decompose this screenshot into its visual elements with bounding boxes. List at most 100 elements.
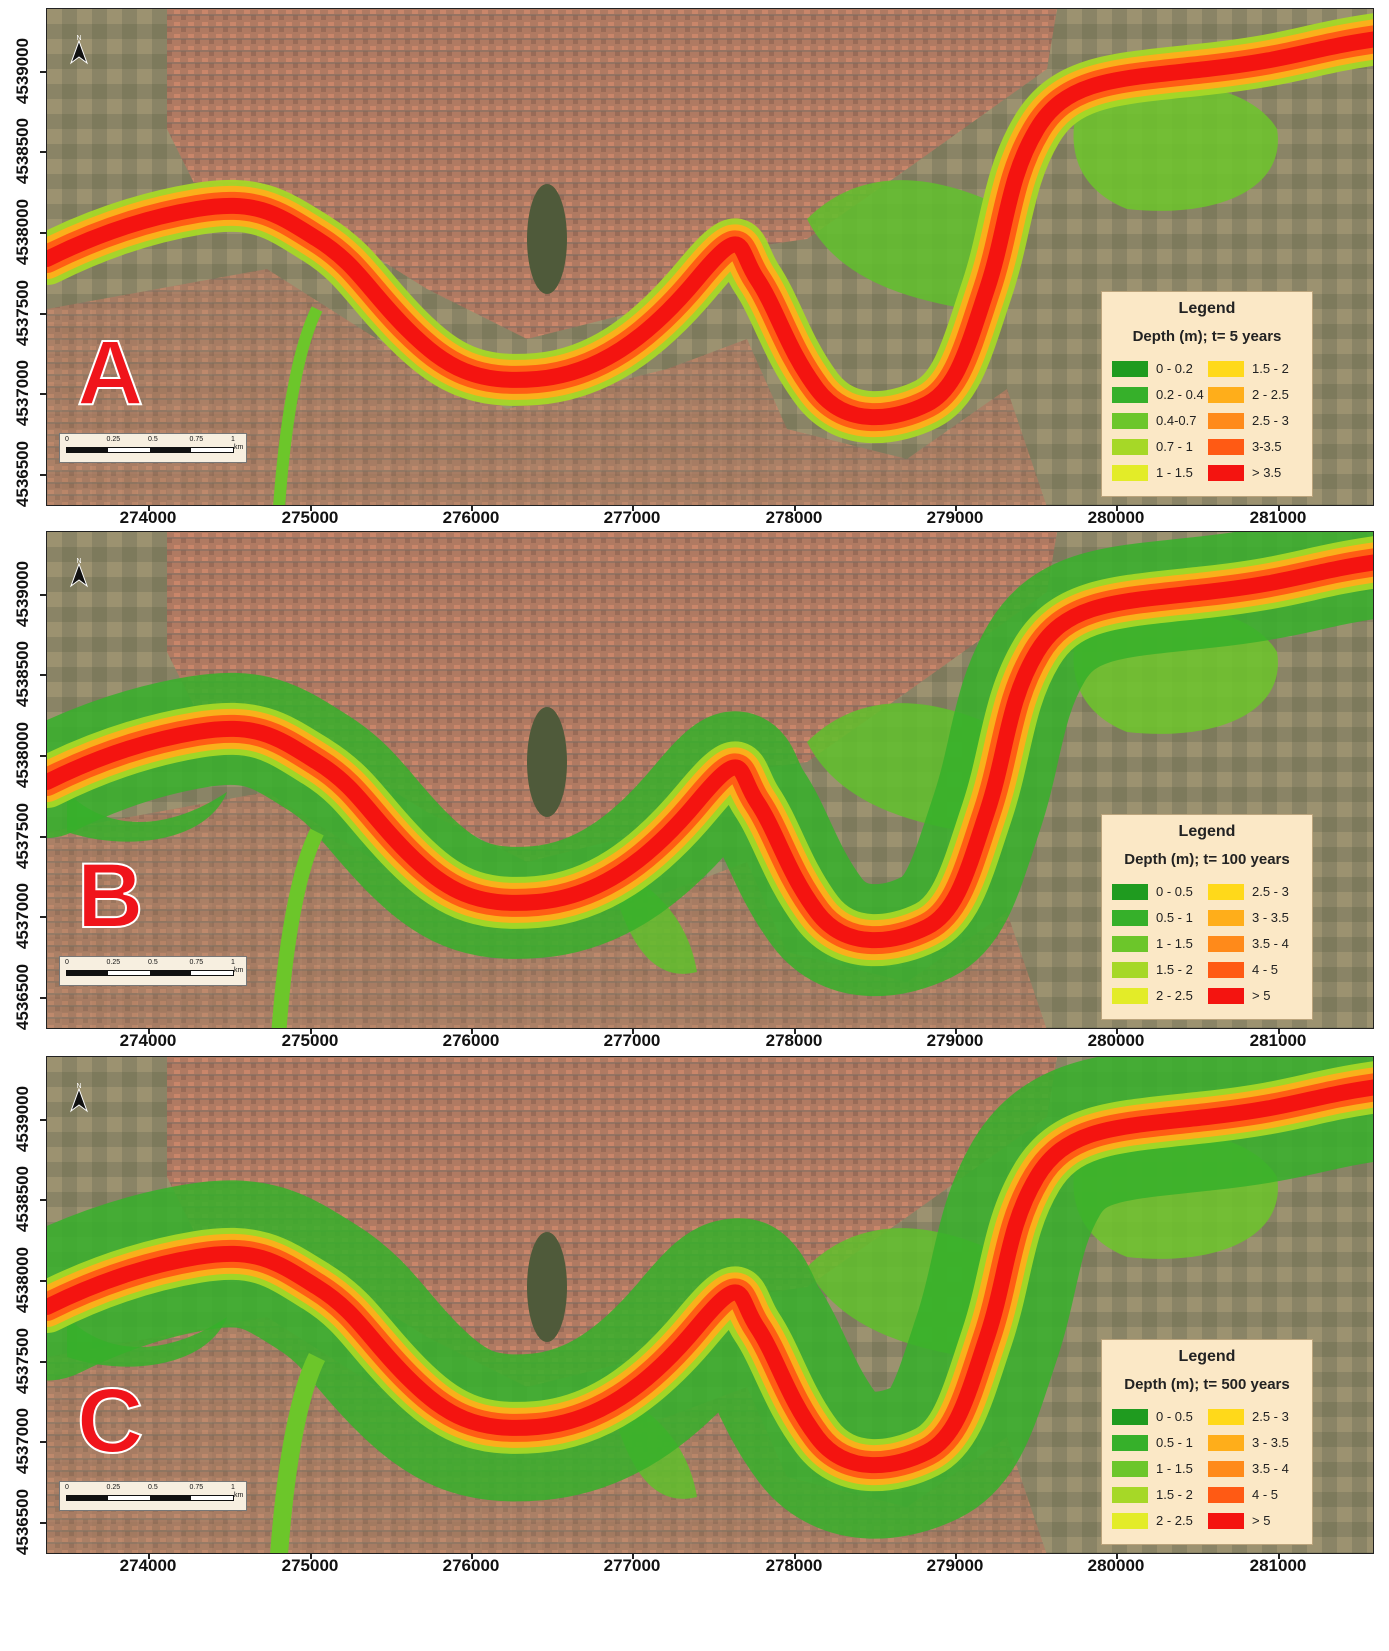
x-axis-tick	[1278, 1028, 1280, 1034]
legend-swatch	[1208, 387, 1244, 403]
legend-swatch	[1208, 1487, 1244, 1503]
legend-label: > 3.5	[1252, 465, 1282, 480]
north-arrow-icon: N	[67, 31, 91, 65]
y-axis-tick	[40, 755, 47, 757]
legend-swatch	[1112, 988, 1148, 1004]
y-axis-tick	[40, 594, 47, 596]
x-axis-tick-label: 276000	[442, 1556, 500, 1575]
y-axis-tick	[40, 313, 47, 315]
map-panel-a: N A 0 0.25 0.5 0.75 1 km Legend Depth (m); t= 5 y…	[0, 0, 1389, 545]
north-arrow-icon: N	[67, 554, 91, 588]
flood-depth-layer	[47, 13, 1373, 505]
legend-label: 1.5 - 2	[1252, 361, 1289, 376]
legend-swatch	[1112, 361, 1148, 377]
legend-label: 3 - 3.5	[1252, 910, 1289, 925]
x-axis-tick-label: 275000	[281, 508, 339, 527]
legend-title: Legend	[1178, 300, 1236, 317]
tributary-flood	[273, 306, 323, 505]
scale-bar-label: 0.75	[189, 959, 204, 966]
x-axis-tick	[310, 1553, 312, 1559]
x-axis-tick	[955, 1553, 957, 1559]
x-axis-tick-label: 279000	[926, 508, 984, 527]
y-axis-tick	[40, 1119, 47, 1121]
x-axis-tick-label: 274000	[119, 508, 177, 527]
tributary-flood	[271, 828, 324, 1028]
legend-swatch	[1208, 413, 1244, 429]
legend-label: 0.5 - 1	[1156, 910, 1193, 925]
legend-swatch	[1208, 1461, 1244, 1477]
legend-label: 2 - 2.5	[1156, 988, 1193, 1003]
legend-label: 2.5 - 3	[1252, 1409, 1289, 1424]
scale-bar-label: 0	[65, 1484, 69, 1491]
x-axis-tick	[310, 1028, 312, 1034]
legend-label: 3-3.5	[1252, 439, 1282, 454]
x-axis-tick-label: 280000	[1087, 508, 1145, 527]
legend-swatch	[1112, 465, 1148, 481]
park-area	[527, 707, 567, 817]
x-axis-tick	[1116, 1028, 1118, 1034]
x-axis-tick-label: 279000	[926, 1556, 984, 1575]
map-frame: N A 0 0.25 0.5 0.75 1 km Legend Depth (m); t= 5 y…	[46, 8, 1374, 506]
legend-label: 2.5 - 3	[1252, 413, 1289, 428]
scale-bar-label: 0.5	[148, 959, 158, 966]
legend-label: > 5	[1252, 988, 1271, 1003]
legend-swatch	[1112, 439, 1148, 455]
map-panel-b: N B 0 0.25 0.5 0.75 1 km Legend Depth (m); t= 100…	[0, 523, 1389, 1068]
scale-bar-ruler	[66, 447, 234, 453]
y-axis-tick	[40, 151, 47, 153]
y-axis-tick	[40, 1522, 47, 1524]
legend-swatch	[1208, 910, 1244, 926]
x-axis-tick-label: 281000	[1249, 508, 1307, 527]
legend-label: 4 - 5	[1252, 1487, 1279, 1502]
map-legend: Legend Depth (m); t= 5 years 0 - 0.2 0.2 - …	[1101, 291, 1313, 497]
tributary-flood	[270, 1352, 326, 1553]
x-axis-tick	[148, 505, 150, 511]
legend-label: 4 - 5	[1252, 962, 1279, 977]
legend-swatch	[1208, 465, 1244, 481]
x-axis-tick	[632, 1028, 634, 1034]
legend-swatch	[1208, 1513, 1244, 1529]
legend-swatch	[1208, 361, 1244, 377]
x-axis-tick	[955, 505, 957, 511]
floodplain-area	[1073, 84, 1278, 211]
north-arrow-icon: N	[67, 1079, 91, 1113]
scale-bar-label: 0.5	[148, 436, 158, 443]
x-axis-tick-label: 281000	[1249, 1031, 1307, 1050]
legend-swatch	[1112, 387, 1148, 403]
legend-swatch	[1112, 1513, 1148, 1529]
x-axis-tick-label: 276000	[442, 1031, 500, 1050]
svg-text:N: N	[76, 558, 81, 565]
flood-map	[47, 1057, 1373, 1553]
x-axis-tick-label: 279000	[926, 1031, 984, 1050]
y-axis-tick	[40, 997, 47, 999]
legend-subtitle: Depth (m); t= 100 years	[1124, 851, 1290, 868]
legend-swatch	[1112, 1487, 1148, 1503]
map-legend: Legend Depth (m); t= 100 years 0 - 0.5 0.5 …	[1101, 814, 1313, 1020]
x-axis-tick	[1116, 505, 1118, 511]
y-axis-tick	[40, 393, 47, 395]
svg-text:N: N	[76, 1083, 81, 1090]
legend-label: 3 - 3.5	[1252, 1435, 1289, 1450]
scale-bar-label: 0.25	[106, 436, 121, 443]
x-axis-tick-label: 274000	[119, 1031, 177, 1050]
y-axis-tick	[40, 1441, 47, 1443]
scale-bar-label: 0	[65, 436, 69, 443]
legend-label: 2 - 2.5	[1156, 1513, 1193, 1528]
legend-swatch	[1208, 884, 1244, 900]
x-axis-tick-label: 277000	[603, 508, 661, 527]
map-panel-c: N C 0 0.25 0.5 0.75 1 km Legend Depth (m); t= 500…	[0, 1048, 1389, 1593]
legend-label: 1.5 - 2	[1156, 1487, 1193, 1502]
legend-swatch	[1112, 1461, 1148, 1477]
park-area	[527, 1232, 567, 1342]
legend-label: 0.2 - 0.4	[1156, 387, 1204, 402]
map-frame: N B 0 0.25 0.5 0.75 1 km Legend Depth (m); t= 100…	[46, 531, 1374, 1029]
scale-bar-label: 0.75	[189, 1484, 204, 1491]
x-axis-tick	[471, 1553, 473, 1559]
map-legend: Legend Depth (m); t= 500 years 0 - 0.5 0.5 …	[1101, 1339, 1313, 1545]
legend-label: 0 - 0.5	[1156, 884, 1193, 899]
park-area	[527, 184, 567, 294]
x-axis-tick	[1278, 1553, 1280, 1559]
x-axis-tick-label: 274000	[119, 1556, 177, 1575]
x-axis-tick-label: 278000	[765, 508, 823, 527]
y-axis-tick	[40, 916, 47, 918]
